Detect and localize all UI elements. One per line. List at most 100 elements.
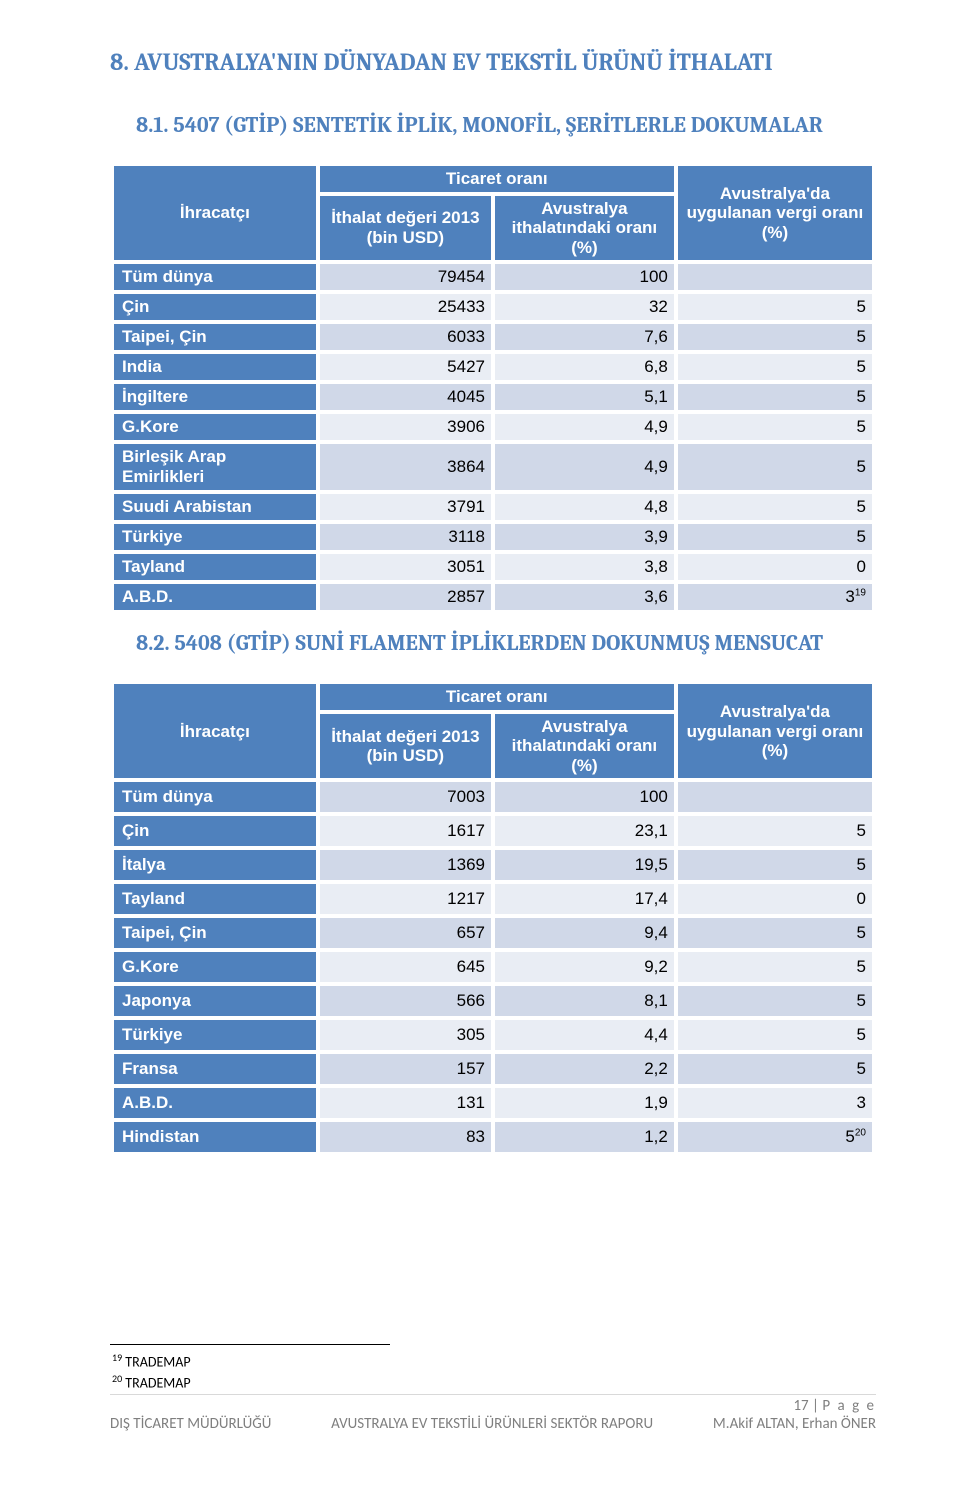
cell-value: 5	[676, 814, 874, 848]
cell-value: 5	[676, 984, 874, 1018]
cell-value: 32	[493, 292, 676, 322]
table-8-1: İhracatçıTicaret oranıAvustralya'da uygu…	[110, 162, 876, 614]
table-row: India54276,85	[112, 352, 874, 382]
cell-value: 1,9	[493, 1086, 676, 1120]
row-label: Birleşik Arap Emirlikleri	[112, 442, 318, 492]
cell-value: 5	[676, 492, 874, 522]
row-label: Tüm dünya	[112, 780, 318, 814]
cell-value: 9,2	[493, 950, 676, 984]
cell-value: 0	[676, 552, 874, 582]
cell-value: 3,9	[493, 522, 676, 552]
table-row: Japonya5668,15	[112, 984, 874, 1018]
table-row: Tayland30513,80	[112, 552, 874, 582]
row-label: Taipei, Çin	[112, 916, 318, 950]
table-row: Fransa1572,25	[112, 1052, 874, 1086]
col-ithalat: İthalat değeri 2013 (bin USD)	[318, 712, 493, 781]
cell-value: 1,2	[493, 1120, 676, 1154]
cell-value: 5427	[318, 352, 493, 382]
col-vergi: Avustralya'da uygulanan vergi oranı (%)	[676, 682, 874, 780]
cell-value: 100	[493, 262, 676, 292]
cell-value: 3051	[318, 552, 493, 582]
row-label: Türkiye	[112, 1018, 318, 1052]
cell-value: 5	[676, 292, 874, 322]
table-row: Tüm dünya7003100	[112, 780, 874, 814]
cell-value: 5,1	[493, 382, 676, 412]
cell-value: 645	[318, 950, 493, 984]
cell-value: 19,5	[493, 848, 676, 882]
table-row: Çin161723,15	[112, 814, 874, 848]
col-ithalat: İthalat değeri 2013 (bin USD)	[318, 194, 493, 263]
cell-value: 3,6	[493, 582, 676, 612]
row-label: Fransa	[112, 1052, 318, 1086]
col-vergi: Avustralya'da uygulanan vergi oranı (%)	[676, 164, 874, 262]
cell-value: 3,8	[493, 552, 676, 582]
section-heading-8-1: 8.1. 5407 (GTİP) SENTETİK İPLİK, MONOFİL…	[136, 112, 876, 138]
footnote: 19 TRADEMAP	[112, 1351, 191, 1371]
cell-value: 6,8	[493, 352, 676, 382]
footnotes: 19 TRADEMAP20 TRADEMAP	[112, 1350, 191, 1392]
table-row: Birleşik Arap Emirlikleri38644,95	[112, 442, 874, 492]
row-label: Türkiye	[112, 522, 318, 552]
cell-value: 520	[676, 1120, 874, 1154]
cell-value: 5	[676, 916, 874, 950]
cell-value	[676, 780, 874, 814]
table-row: Türkiye3054,45	[112, 1018, 874, 1052]
footer-dept: DIŞ TİCARET MÜDÜRLÜĞÜ	[110, 1415, 271, 1433]
cell-value: 4045	[318, 382, 493, 412]
col-ticaret-group: Ticaret oranı	[318, 164, 676, 194]
table-row: G.Kore6459,25	[112, 950, 874, 984]
section-heading-8: 8. AVUSTRALYA'NIN DÜNYADAN EV TEKSTİL ÜR…	[110, 48, 876, 76]
table-row: Tayland121717,40	[112, 882, 874, 916]
col-exporter: İhracatçı	[112, 682, 318, 780]
cell-value: 3	[676, 1086, 874, 1120]
table-row: Hindistan831,2520	[112, 1120, 874, 1154]
cell-value: 5	[676, 1018, 874, 1052]
cell-value: 131	[318, 1086, 493, 1120]
table-row: İngiltere40455,15	[112, 382, 874, 412]
section-heading-8-2: 8.2. 5408 (GTİP) SUNİ FLAMENT İPLİKLERDE…	[136, 630, 876, 656]
cell-value: 4,9	[493, 412, 676, 442]
row-label: Tayland	[112, 882, 318, 916]
row-label: A.B.D.	[112, 1086, 318, 1120]
cell-value: 157	[318, 1052, 493, 1086]
cell-value: 6033	[318, 322, 493, 352]
cell-value: 23,1	[493, 814, 676, 848]
cell-value: 4,9	[493, 442, 676, 492]
row-label: İtalya	[112, 848, 318, 882]
cell-value: 79454	[318, 262, 493, 292]
cell-value: 566	[318, 984, 493, 1018]
table-row: İtalya136919,55	[112, 848, 874, 882]
cell-value: 2,2	[493, 1052, 676, 1086]
table-row: Türkiye31183,95	[112, 522, 874, 552]
row-label: India	[112, 352, 318, 382]
cell-value: 1217	[318, 882, 493, 916]
footer-report-title: AVUSTRALYA EV TEKSTİLİ ÜRÜNLERİ SEKTÖR R…	[331, 1415, 653, 1433]
col-oran: Avustralya ithalatındaki oranı (%)	[493, 712, 676, 781]
cell-value: 4,8	[493, 492, 676, 522]
cell-value: 5	[676, 322, 874, 352]
cell-value: 5	[676, 382, 874, 412]
table-row: Suudi Arabistan37914,85	[112, 492, 874, 522]
row-label: Hindistan	[112, 1120, 318, 1154]
cell-value: 9,4	[493, 916, 676, 950]
row-label: İngiltere	[112, 382, 318, 412]
cell-value: 0	[676, 882, 874, 916]
cell-value: 5	[676, 352, 874, 382]
col-exporter: İhracatçı	[112, 164, 318, 262]
cell-value: 4,4	[493, 1018, 676, 1052]
col-oran: Avustralya ithalatındaki oranı (%)	[493, 194, 676, 263]
cell-value: 657	[318, 916, 493, 950]
row-label: Japonya	[112, 984, 318, 1018]
row-label: A.B.D.	[112, 582, 318, 612]
table-row: Çin25433325	[112, 292, 874, 322]
page-footer: 17 | P a g e DIŞ TİCARET MÜDÜRLÜĞÜ AVUST…	[0, 1394, 960, 1433]
table-row: G.Kore39064,95	[112, 412, 874, 442]
cell-value: 5	[676, 442, 874, 492]
row-label: Tayland	[112, 552, 318, 582]
table-row: A.B.D.28573,6319	[112, 582, 874, 612]
cell-value: 5	[676, 412, 874, 442]
table-row: A.B.D.1311,93	[112, 1086, 874, 1120]
row-label: Tüm dünya	[112, 262, 318, 292]
col-ticaret-group: Ticaret oranı	[318, 682, 676, 712]
cell-value: 83	[318, 1120, 493, 1154]
